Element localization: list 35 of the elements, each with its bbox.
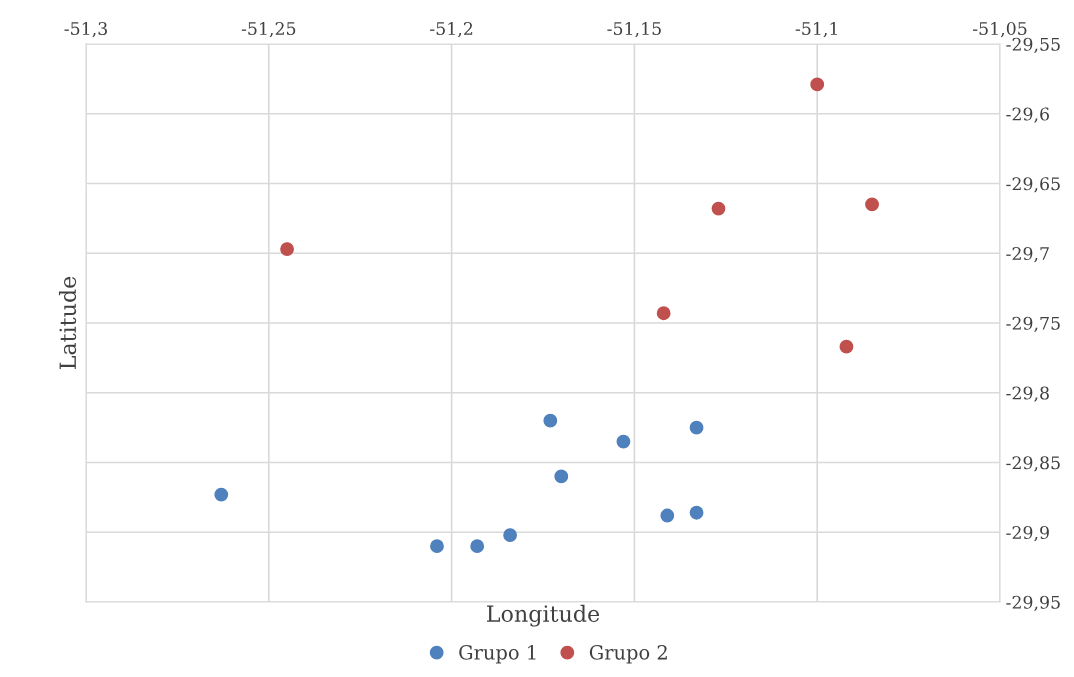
y-tick-label: -29,75 bbox=[1006, 316, 1060, 332]
point bbox=[711, 201, 726, 216]
x-tick-label: -51,25 bbox=[241, 21, 296, 38]
point bbox=[214, 487, 229, 502]
point bbox=[280, 242, 294, 256]
x-tick-label: -51,15 bbox=[607, 21, 661, 38]
point bbox=[503, 528, 518, 542]
x-tick-label: -51,2 bbox=[430, 21, 473, 38]
point bbox=[616, 434, 631, 449]
y-tick-label: -29,6 bbox=[1006, 107, 1049, 123]
point bbox=[865, 197, 879, 212]
y-tick-label: -29,85 bbox=[1006, 456, 1060, 472]
y-tick-label: -29,9 bbox=[1006, 525, 1049, 542]
point bbox=[839, 339, 854, 354]
point bbox=[543, 413, 558, 428]
x-axis-title: Longitude bbox=[487, 604, 600, 627]
y-tick-label: -29,8 bbox=[1006, 386, 1049, 402]
y-axis-title: Latitude bbox=[58, 276, 77, 370]
point bbox=[689, 505, 704, 520]
x-tick-label: -51,3 bbox=[64, 21, 107, 38]
y-tick-label: -29,65 bbox=[1006, 177, 1060, 193]
point bbox=[430, 539, 444, 554]
legend-label: Grupo 1 bbox=[459, 644, 536, 664]
y-tick-label: -29,7 bbox=[1006, 246, 1049, 263]
point bbox=[656, 306, 671, 321]
y-tick-label: -29,55 bbox=[1006, 37, 1060, 53]
legend-label: Grupo 2 bbox=[589, 644, 667, 664]
point bbox=[470, 539, 485, 554]
point bbox=[810, 77, 825, 92]
x-tick-label: -51,05 bbox=[972, 21, 1027, 38]
point bbox=[689, 420, 704, 435]
x-tick-label: -51,1 bbox=[795, 21, 837, 38]
point bbox=[554, 469, 569, 484]
y-tick-label: -29,95 bbox=[1006, 595, 1060, 611]
point bbox=[660, 508, 675, 523]
